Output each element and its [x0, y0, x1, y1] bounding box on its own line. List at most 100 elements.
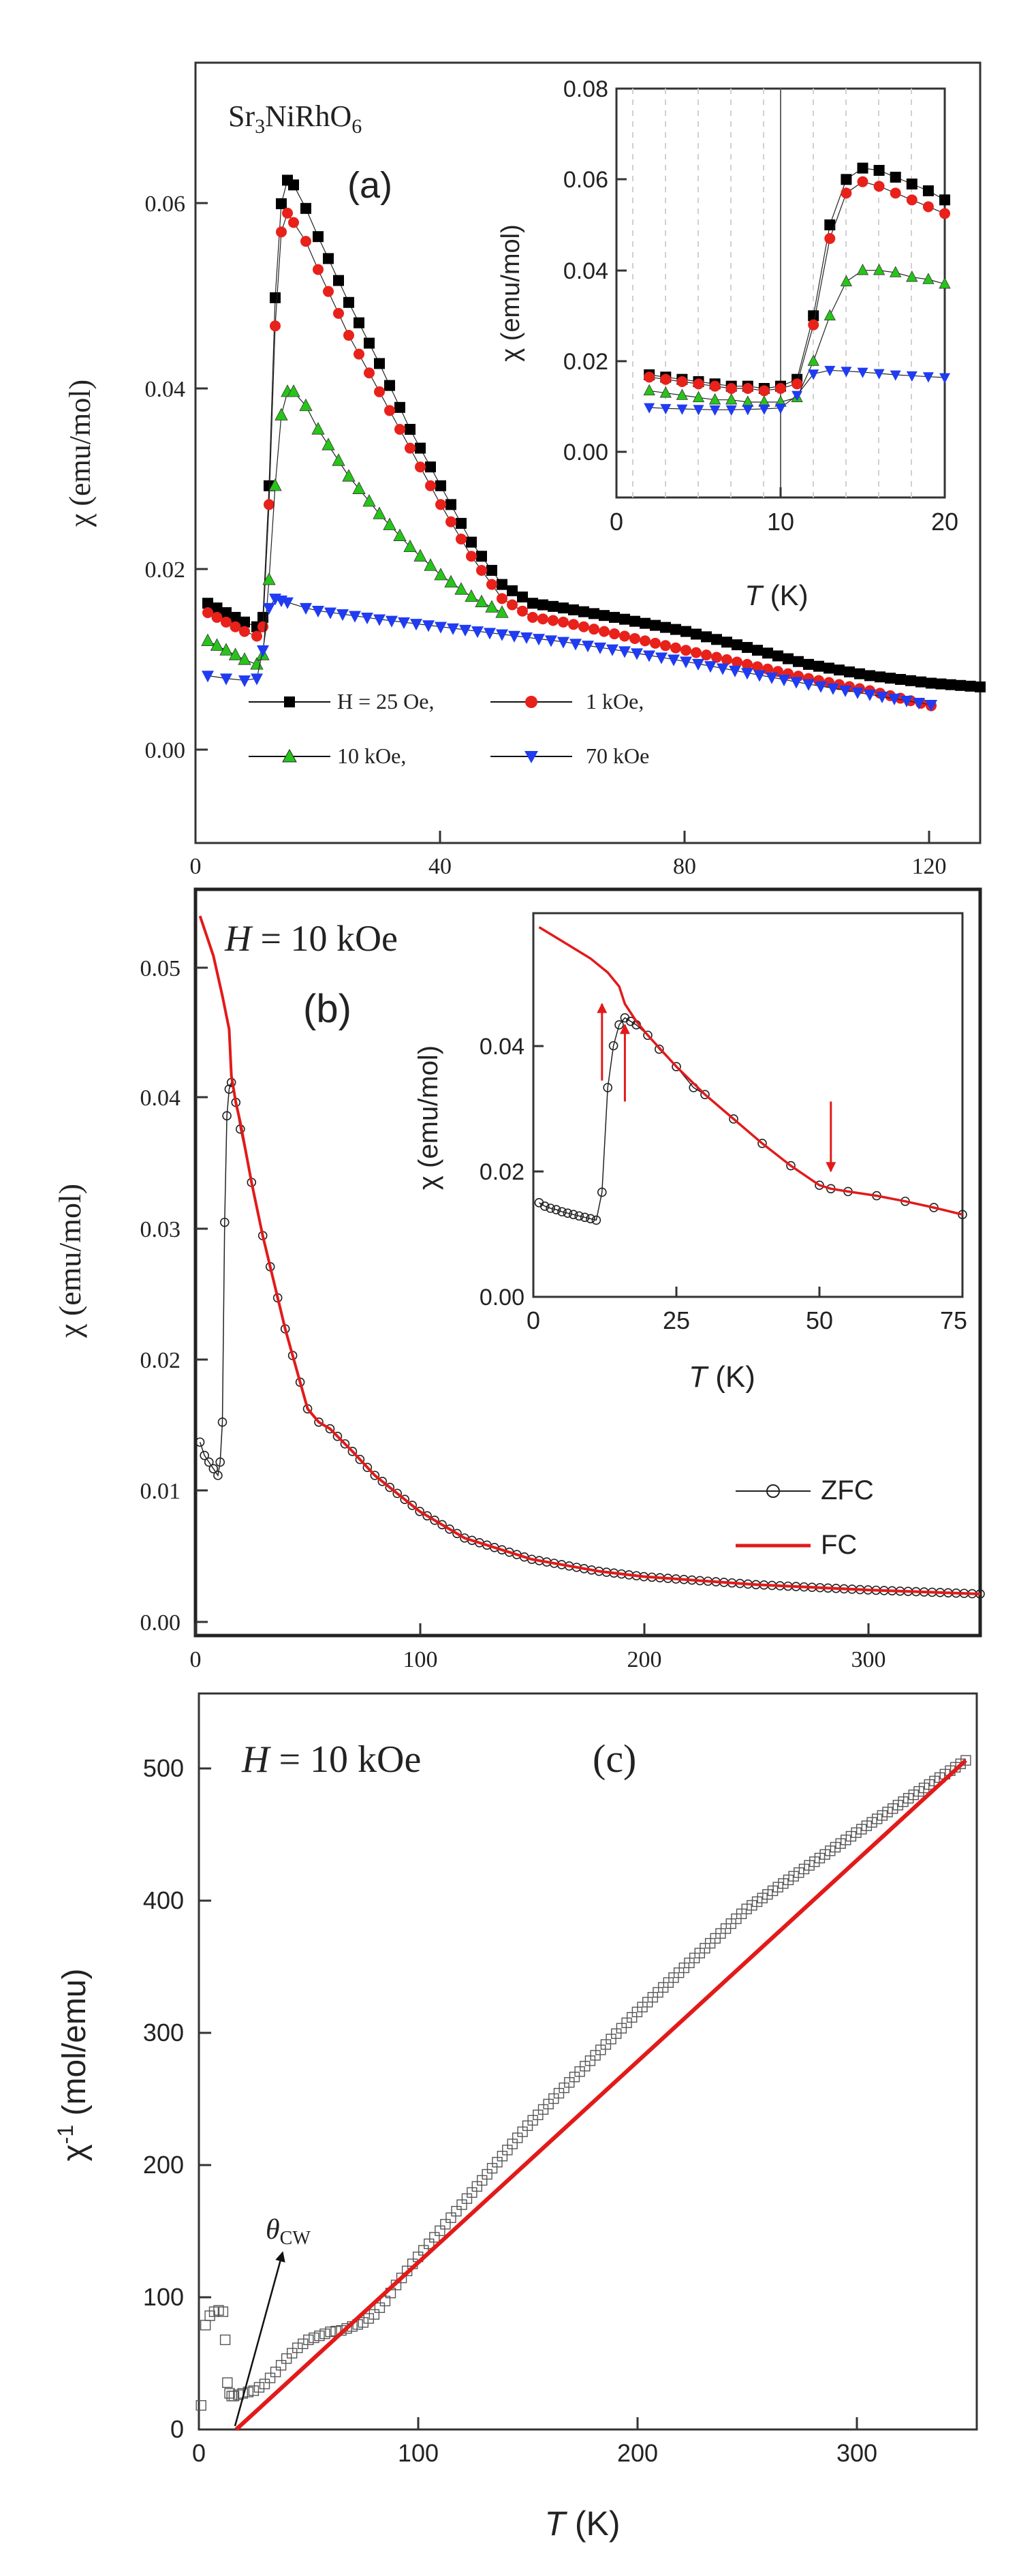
data-point: [824, 365, 836, 377]
data-point: [873, 165, 885, 176]
data-point: [890, 187, 901, 199]
fc-line: [198, 915, 981, 1595]
data-point: [410, 619, 422, 631]
data-point: [393, 528, 407, 541]
data-point: [385, 1482, 395, 1492]
panel-b-y-ticks: 0.00 0.01 0.02 0.03 0.04 0.05: [140, 956, 208, 1636]
data-point: [939, 277, 951, 289]
inset-a-ylabel: χ (emu/mol): [497, 224, 525, 362]
data-point: [709, 405, 721, 416]
data-point: [452, 1529, 462, 1539]
inset-b-xlabel: T (K): [689, 1360, 755, 1394]
data-point: [497, 579, 507, 590]
data-point: [374, 2302, 386, 2314]
data-point: [383, 517, 396, 530]
data-point: [609, 611, 620, 623]
data-point: [558, 602, 569, 614]
panel-b-label: (b): [303, 987, 351, 1031]
data-point: [721, 654, 732, 665]
data-point: [415, 1506, 424, 1516]
data-point: [807, 354, 819, 366]
data-point: [895, 673, 906, 685]
data-point: [347, 1447, 358, 1456]
data-point: [670, 642, 681, 654]
data-point: [299, 398, 313, 412]
panel-a-ytick-label: 0.00: [145, 738, 186, 763]
data-point: [834, 664, 845, 676]
data-point: [676, 404, 688, 415]
data-point: [580, 1212, 590, 1223]
data-point: [281, 2353, 292, 2364]
data-point: [758, 385, 770, 397]
data-point: [445, 516, 456, 527]
data-point: [354, 317, 364, 328]
legend-label: FC: [821, 1530, 857, 1560]
panel-b-xtick-label: 100: [403, 1647, 438, 1672]
data-point: [415, 461, 426, 473]
data-point: [729, 1114, 738, 1124]
data-point: [230, 621, 241, 632]
data-point: [841, 174, 852, 185]
data-point: [537, 613, 548, 625]
panel-c-ytick-label: 300: [143, 2019, 184, 2046]
data-point: [778, 675, 790, 687]
panel-a-compound: Sr3NiRhO6: [228, 99, 362, 138]
data-point: [597, 1187, 607, 1197]
data-point: [691, 647, 702, 658]
data-point: [476, 564, 487, 576]
data-point: [264, 2372, 276, 2384]
data-point: [300, 202, 311, 214]
panel-c-xtick-label: 0: [192, 2439, 206, 2467]
data-point: [890, 370, 901, 381]
inset-a-ytick-label: 0.00: [563, 440, 608, 465]
data-point: [619, 630, 630, 642]
panel-b-xtick-label: 300: [851, 1647, 886, 1672]
data-point: [935, 678, 947, 690]
data-point: [220, 673, 232, 686]
data-point: [922, 201, 934, 213]
data-point: [374, 358, 385, 369]
curie-weiss-fit-line: [234, 1758, 967, 2432]
data-point: [202, 671, 214, 683]
data-point: [394, 401, 405, 413]
panel-b: 0.00 0.01 0.02 0.03 0.04 0.05 0 100 200 …: [52, 887, 985, 1672]
data-point: [465, 589, 478, 602]
data-point: [650, 637, 661, 649]
data-point: [508, 630, 520, 643]
data-point: [841, 367, 852, 378]
data-point: [319, 2328, 330, 2340]
data-point: [557, 1207, 567, 1216]
data-point: [259, 2378, 270, 2389]
data-point: [219, 1217, 230, 1227]
data-point: [539, 1201, 550, 1211]
data-point: [888, 693, 900, 706]
data-point: [680, 626, 691, 637]
data-point: [422, 620, 435, 632]
data-point: [808, 369, 819, 380]
data-point: [349, 611, 361, 623]
panel-a-inset-marks: [643, 162, 951, 416]
data-point: [435, 499, 446, 510]
data-point: [693, 405, 704, 416]
data-point: [857, 162, 868, 174]
data-point: [654, 1044, 664, 1054]
panel-b-xtick-label: 0: [190, 1647, 202, 1672]
data-point: [659, 386, 672, 398]
data-point: [589, 624, 599, 635]
data-point: [422, 1511, 432, 1521]
data-point: [325, 1424, 335, 1434]
data-point: [793, 656, 804, 667]
data-point: [435, 2225, 445, 2237]
data-point: [475, 594, 488, 607]
inset-a-ytick-label: 0.02: [563, 349, 608, 375]
data-point: [655, 652, 668, 664]
panel-a-ylabel: χ (emu/mol): [63, 380, 97, 527]
data-point: [195, 2399, 206, 2411]
data-point: [741, 668, 753, 680]
data-point: [300, 236, 311, 247]
data-point: [840, 275, 853, 287]
panel-c-ytick-label: 500: [143, 1754, 184, 1782]
data-point: [873, 181, 885, 192]
data-point: [875, 671, 885, 683]
data-point: [424, 558, 437, 571]
